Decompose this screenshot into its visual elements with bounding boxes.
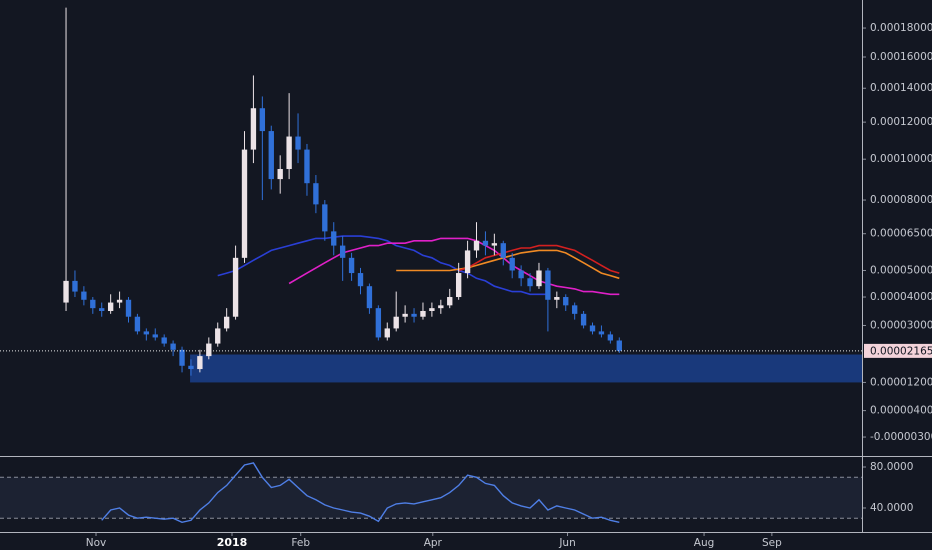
y-tick-label: -0.00000300 (870, 431, 932, 443)
candle-body (536, 270, 542, 287)
last-price-tag (864, 343, 932, 358)
candle-body (616, 340, 622, 351)
candle-body (170, 343, 176, 350)
candle-body (215, 328, 221, 344)
candle-body (250, 108, 257, 150)
candle-body (304, 149, 310, 184)
candle-body (295, 136, 301, 150)
candle-body (179, 349, 185, 366)
x-tick-label: Sep (762, 537, 782, 549)
candle-body (384, 328, 390, 338)
indicator-line (101, 462, 620, 524)
candle-body (259, 108, 266, 132)
moving-average-line (396, 249, 620, 280)
candle-body (473, 240, 480, 251)
candle-body (152, 334, 158, 338)
moving-average-line (458, 244, 620, 274)
y-tick-label: 0.00008000 (870, 194, 932, 206)
candle-body (206, 343, 212, 357)
candle-body (143, 331, 150, 335)
candle-body (518, 270, 524, 279)
y-tick-label: 0.00016000 (870, 51, 932, 63)
candle-body (366, 286, 373, 309)
candle-body (464, 250, 471, 274)
last-price-label: 0.00002165 (870, 345, 932, 357)
y-tick-label: 0.00010000 (870, 153, 932, 165)
y-tick-label: 0.00000400 (870, 405, 932, 417)
candle-body (197, 356, 203, 370)
candle-body (348, 257, 355, 274)
y-tick-label: 0.00001200 (870, 376, 932, 388)
candle-body (286, 136, 292, 170)
candle-body (438, 305, 444, 309)
candle-body (331, 231, 337, 246)
candle-body (589, 325, 596, 332)
support-zone (190, 354, 862, 383)
moving-average-line (217, 235, 548, 296)
candle-body (527, 278, 533, 287)
candle-body (563, 297, 569, 306)
x-tick-label: Jun (558, 537, 575, 549)
candle-body (161, 337, 167, 344)
candle-body (339, 245, 346, 258)
candle-body (393, 316, 399, 329)
y-tick-label: 0.00014000 (870, 82, 932, 94)
candle-body (90, 299, 96, 309)
candle-body (500, 243, 506, 258)
candle-body (554, 297, 560, 300)
band-fill (0, 477, 862, 519)
y-tick-label: 0.00006500 (870, 228, 932, 240)
x-tick-label: Feb (291, 537, 310, 549)
candle-body (420, 310, 426, 317)
candle-body (509, 257, 515, 271)
candle-body (116, 299, 123, 303)
candle-body (223, 316, 230, 329)
candle-body (134, 316, 141, 332)
candle-body (313, 183, 319, 205)
candle-body (107, 302, 114, 311)
candle-body (241, 149, 248, 258)
candle-body (63, 280, 69, 303)
candle-body (580, 313, 587, 326)
candle-body (188, 365, 194, 370)
candle-body (545, 270, 551, 300)
candle-body (482, 240, 489, 246)
candle-body (125, 299, 132, 317)
candle-body (357, 273, 364, 287)
candle-body (277, 169, 283, 180)
candle-body (81, 291, 87, 300)
candle-body (447, 297, 453, 306)
candle-body (571, 305, 578, 314)
candle-body (598, 331, 605, 335)
y-tick-label: 0.00012000 (870, 116, 932, 128)
candle-body (491, 243, 498, 246)
x-tick-label: Aug (694, 537, 715, 549)
candle-body (455, 273, 462, 298)
candle-body (268, 131, 274, 180)
candle-body (322, 204, 328, 232)
candle-body (402, 313, 408, 317)
y-tick-label: 40.0000 (870, 502, 913, 514)
candle-body (72, 280, 78, 292)
x-tick-label: 2018 (217, 536, 248, 549)
candle-body (429, 308, 435, 311)
candle-body (99, 308, 105, 311)
y-tick-label: 0.00018000 (870, 22, 932, 34)
x-tick-label: Nov (86, 537, 107, 549)
y-tick-label: 0.00005000 (870, 264, 932, 276)
y-tick-label: 80.0000 (870, 461, 913, 473)
candle-body (607, 334, 614, 341)
y-tick-label: 0.00003000 (870, 319, 932, 331)
x-tick-label: Apr (424, 537, 443, 549)
candle-body (411, 313, 417, 317)
y-tick-label: 0.00004000 (870, 291, 932, 303)
candle-body (232, 257, 239, 317)
candle-body (375, 308, 382, 338)
